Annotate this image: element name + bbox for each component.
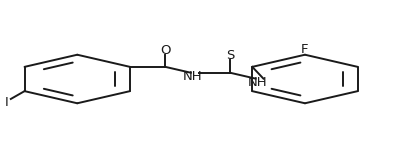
Text: O: O (160, 44, 171, 57)
Text: F: F (301, 43, 309, 56)
Text: NH: NH (248, 76, 267, 89)
Text: S: S (226, 49, 234, 62)
Text: I: I (5, 96, 9, 109)
Text: NH: NH (183, 70, 203, 83)
